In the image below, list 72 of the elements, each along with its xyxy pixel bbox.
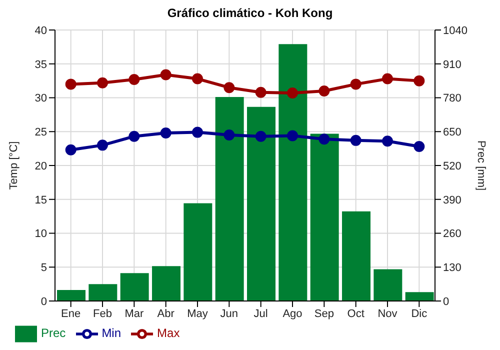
x-tick-label: Nov — [378, 308, 398, 320]
y2-tick-label: 650 — [443, 126, 462, 139]
point — [350, 134, 362, 146]
y-tick-label: 35 — [34, 58, 47, 71]
bar — [342, 211, 370, 301]
y-tick-label: 10 — [34, 228, 47, 240]
bar — [215, 96, 244, 301]
y2-tick-label: 520 — [443, 160, 462, 172]
x-tick-label: Sep — [314, 308, 334, 320]
point — [128, 130, 140, 142]
point — [224, 82, 235, 94]
point — [160, 69, 172, 80]
y2-tick-label: 910 — [443, 58, 462, 71]
y2-axis-title: Prec [mm] — [475, 140, 488, 191]
chart-title: Gráfico climático - Koh Kong — [166, 6, 334, 20]
bar — [152, 266, 180, 301]
point — [350, 78, 362, 90]
x-tick-label: Abr — [157, 308, 175, 320]
legend-label: Min — [102, 326, 122, 340]
bar — [374, 269, 402, 301]
y-tick-label: 25 — [34, 126, 47, 139]
x-tick-label: Jul — [254, 308, 268, 320]
point — [192, 73, 203, 84]
point — [160, 127, 172, 138]
y2-tick-label: 780 — [443, 92, 462, 105]
point — [382, 73, 393, 84]
bar — [278, 44, 308, 301]
x-tick-label: Ene — [61, 308, 81, 320]
x-tick-label: Mar — [124, 308, 144, 320]
y2-tick-label: 390 — [443, 194, 462, 206]
legend-label: Max — [157, 326, 180, 340]
bar — [120, 273, 149, 301]
y-tick-label: 30 — [34, 92, 47, 105]
point — [414, 75, 425, 86]
y-axis-title: Temp [°C] — [8, 141, 20, 190]
bar — [247, 106, 276, 301]
point — [318, 134, 330, 145]
point — [97, 140, 108, 151]
point — [287, 88, 298, 99]
bar — [184, 203, 212, 301]
y-tick-label: 40 — [34, 24, 47, 37]
legend-label: Prec — [41, 326, 66, 340]
point — [414, 141, 425, 152]
y2-tick-label: 0 — [443, 296, 450, 308]
y-tick-label: 20 — [34, 160, 47, 172]
point — [65, 78, 76, 90]
y-tick-label: 0 — [40, 296, 47, 308]
point — [192, 126, 203, 138]
point — [382, 136, 393, 147]
x-tick-label: Feb — [93, 308, 112, 320]
y2-tick-label: 130 — [443, 262, 462, 274]
bar — [405, 292, 434, 301]
point — [128, 74, 140, 85]
point — [287, 130, 298, 142]
point — [97, 77, 108, 88]
x-tick-label: Dic — [411, 308, 428, 320]
y-tick-label: 15 — [34, 194, 47, 206]
bar — [57, 290, 86, 301]
y2-tick-label: 260 — [443, 228, 462, 240]
x-tick-label: Ago — [282, 308, 302, 320]
x-tick-label: Jun — [220, 308, 238, 320]
bar — [310, 134, 339, 301]
point — [255, 130, 266, 142]
point — [318, 85, 330, 96]
x-tick-label: May — [187, 308, 208, 320]
point — [255, 86, 266, 98]
x-tick-label: Oct — [347, 308, 364, 320]
point — [65, 144, 76, 156]
bar — [88, 284, 118, 301]
y2-tick-label: 1040 — [443, 24, 468, 37]
y-tick-label: 5 — [40, 262, 47, 274]
point — [224, 130, 235, 141]
